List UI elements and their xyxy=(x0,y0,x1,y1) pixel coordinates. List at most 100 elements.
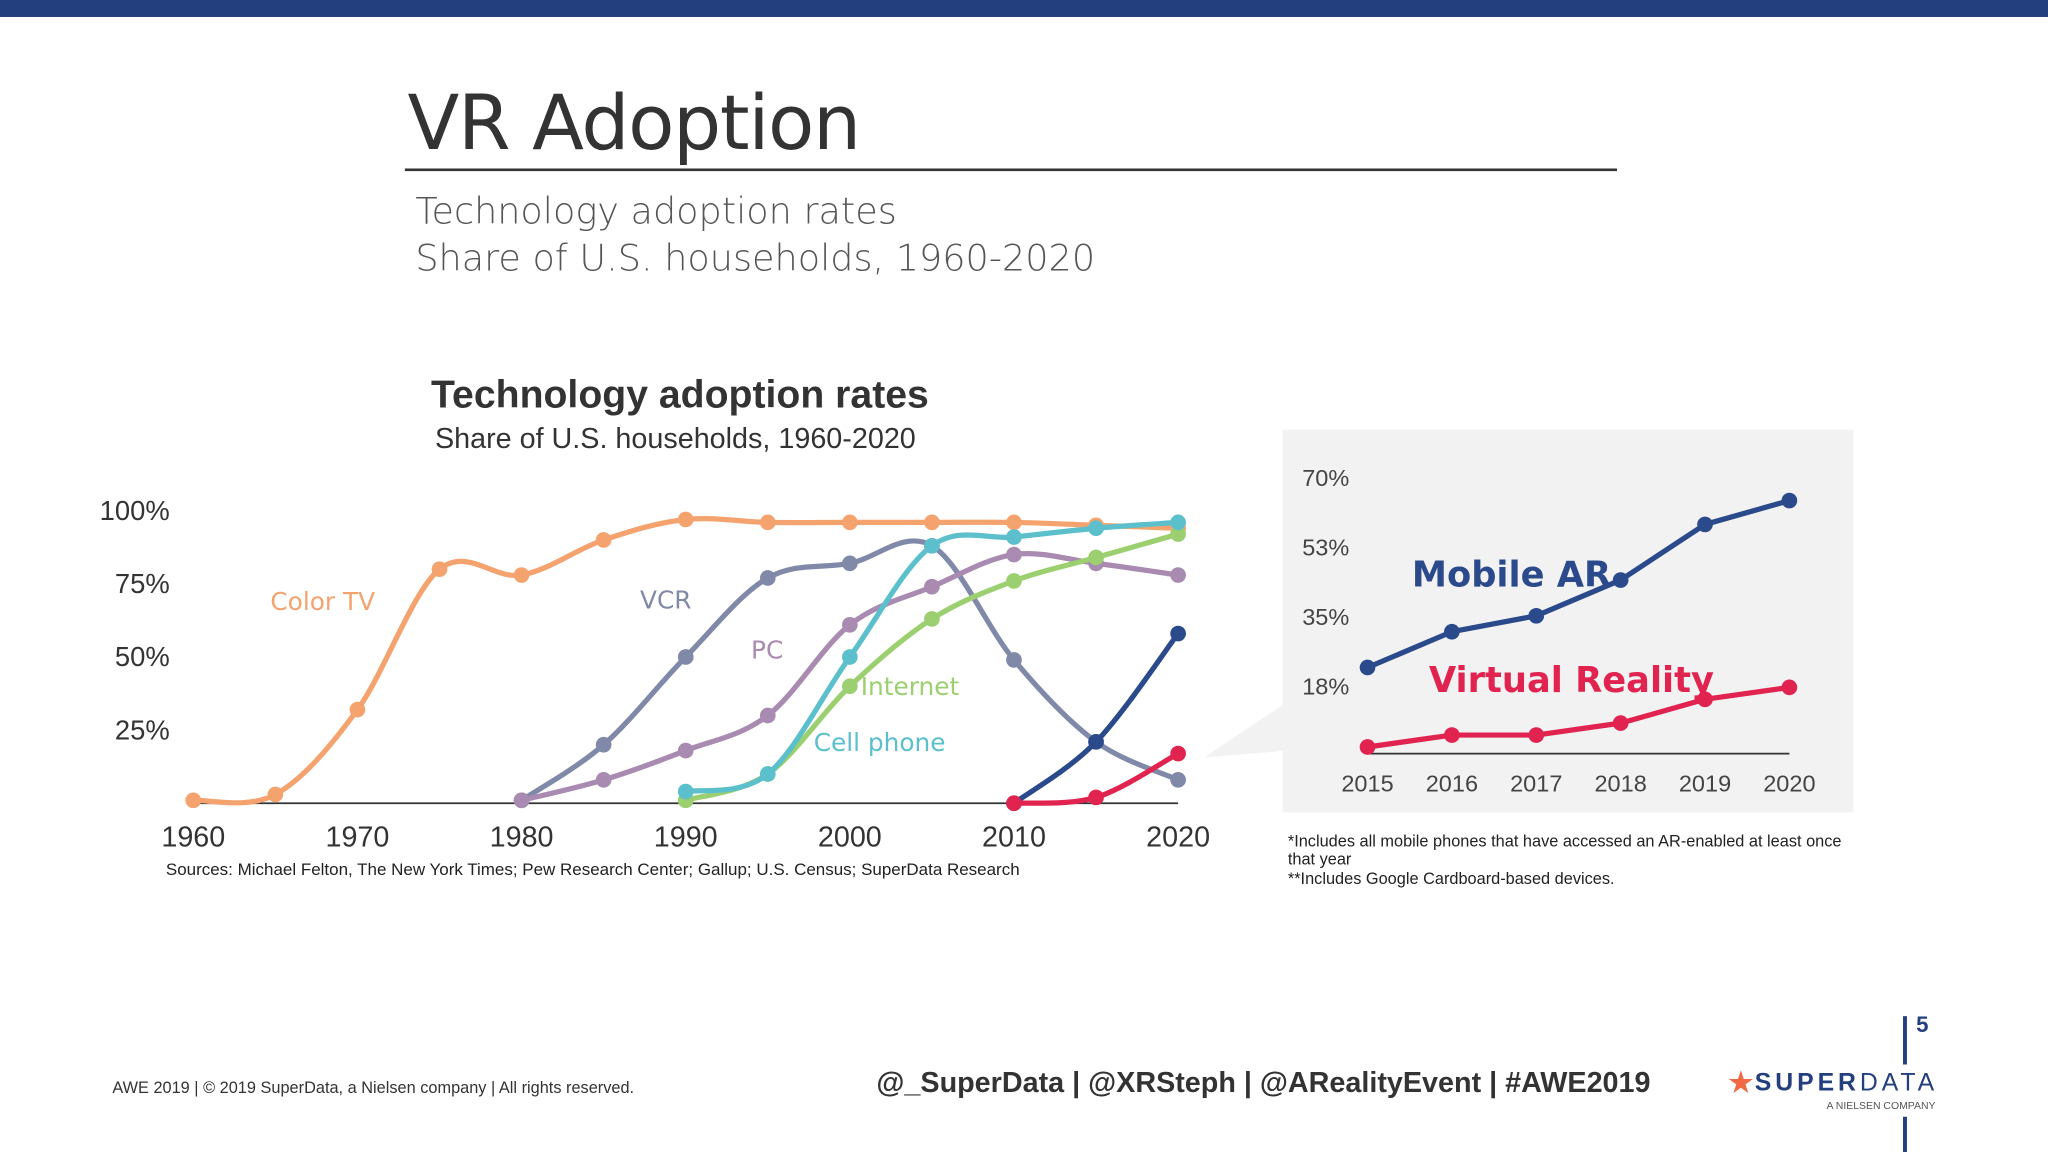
data-point xyxy=(1781,492,1798,509)
x-tick-label: 1970 xyxy=(325,821,389,853)
data-point xyxy=(267,786,284,803)
data-point xyxy=(1170,745,1186,762)
footnote-1: *Includes all mobile phones that have ac… xyxy=(1287,831,1842,851)
series-unlabeled xyxy=(1006,625,1186,812)
data-point xyxy=(1170,772,1186,788)
data-point xyxy=(1612,715,1629,731)
slide-subtitle-2: Share of U.S. households, 1960-2020 xyxy=(415,236,1096,280)
x-tick-label: 1990 xyxy=(654,821,718,853)
series-line xyxy=(518,538,1181,803)
data-point xyxy=(1006,573,1022,589)
inset-series-label: Mobile AR xyxy=(1412,554,1611,595)
inset-y-tick-label: 18% xyxy=(1302,674,1349,700)
inset-y-tick-label: 70% xyxy=(1302,465,1349,491)
y-tick-label: 25% xyxy=(115,714,170,745)
page-number: 5 xyxy=(1916,1012,1929,1038)
inset-series-virtual-reality xyxy=(1359,679,1798,755)
data-point xyxy=(842,678,858,695)
x-tick-label: 1980 xyxy=(490,821,554,853)
data-point xyxy=(677,742,694,759)
series-label: PC xyxy=(751,635,783,664)
x-tick-label: 2010 xyxy=(982,821,1046,853)
data-point xyxy=(513,792,530,809)
series-vcr xyxy=(513,537,1186,809)
data-point xyxy=(842,555,858,572)
logo-tagline: A NIELSEN COMPANY xyxy=(1826,1099,1936,1112)
series-pc xyxy=(513,546,1186,809)
data-point xyxy=(677,511,694,528)
footnote-1b: that year xyxy=(1287,850,1352,869)
x-tick-label: 1960 xyxy=(161,821,225,853)
data-point xyxy=(759,514,776,531)
star-icon: ★ xyxy=(1726,1065,1755,1102)
data-point xyxy=(595,772,612,788)
data-point xyxy=(595,736,612,753)
inset-series-label: Virtual Reality xyxy=(1429,660,1714,701)
data-point xyxy=(1088,733,1104,750)
inset-x-tick-label: 2016 xyxy=(1426,771,1478,797)
data-point xyxy=(1006,529,1022,545)
data-point xyxy=(1088,789,1104,806)
x-tick-label: 2020 xyxy=(1146,821,1210,853)
data-point xyxy=(1359,659,1376,676)
data-point xyxy=(924,537,940,554)
inset-y-tick-label: 53% xyxy=(1302,534,1349,560)
data-point xyxy=(1528,607,1545,624)
data-point xyxy=(1697,691,1713,708)
series-label: VCR xyxy=(640,586,692,615)
data-point xyxy=(677,649,694,665)
data-point xyxy=(349,701,366,718)
y-tick-label: 100% xyxy=(100,495,170,526)
data-point xyxy=(1088,520,1104,537)
data-point xyxy=(595,532,612,548)
data-point xyxy=(1170,567,1186,583)
chart-sources: Sources: Michael Felton, The New York Ti… xyxy=(165,859,1020,880)
data-point xyxy=(1781,679,1798,696)
data-point xyxy=(1170,625,1186,642)
slide-subtitle-1: Technology adoption rates xyxy=(415,189,897,233)
series-label: Internet xyxy=(861,672,960,701)
data-point xyxy=(1528,727,1545,743)
series-line xyxy=(683,531,1181,803)
superdata-logo: ★SUPERDATA A NIELSEN COMPANY xyxy=(1726,1064,1939,1112)
title-divider xyxy=(404,168,1617,172)
chart-title: Technology adoption rates xyxy=(431,373,929,417)
inset-series-mobile-ar xyxy=(1359,492,1798,676)
data-point xyxy=(924,578,940,595)
data-point xyxy=(1444,623,1460,640)
y-tick-label: 50% xyxy=(115,641,170,672)
page-divider-top xyxy=(1903,1016,1907,1065)
data-point xyxy=(1006,546,1022,563)
y-tick-label: 75% xyxy=(115,568,170,599)
series-unlabeled xyxy=(1006,745,1186,812)
footer-handles: @_SuperData | @XRSteph | @ARealityEvent … xyxy=(876,1065,1651,1099)
data-point xyxy=(431,561,448,578)
inset-panel xyxy=(1282,429,1854,813)
inset-x-tick-label: 2019 xyxy=(1679,771,1731,797)
logo-text-light: DATA xyxy=(1859,1069,1939,1098)
data-point xyxy=(1006,652,1022,668)
data-point xyxy=(842,649,858,665)
inset-x-tick-label: 2018 xyxy=(1594,771,1646,797)
series-color-tv xyxy=(185,511,1186,809)
data-point xyxy=(1444,727,1460,743)
logo-text-bold: SUPER xyxy=(1754,1069,1860,1098)
series-label: Cell phone xyxy=(814,728,946,757)
data-point xyxy=(842,514,858,531)
x-tick-label: 2000 xyxy=(818,821,882,853)
data-point xyxy=(759,766,776,782)
footnote-2: **Includes Google Cardboard-based device… xyxy=(1287,869,1615,889)
data-point xyxy=(1697,516,1713,533)
data-point xyxy=(1088,549,1104,566)
data-point xyxy=(759,570,776,586)
callout-pointer xyxy=(1204,705,1283,758)
data-point xyxy=(759,707,776,724)
data-point xyxy=(842,616,858,633)
data-point xyxy=(1006,795,1022,812)
inset-x-tick-label: 2015 xyxy=(1341,771,1393,797)
data-point xyxy=(677,783,694,800)
data-point xyxy=(185,792,202,809)
data-point xyxy=(1170,526,1186,542)
